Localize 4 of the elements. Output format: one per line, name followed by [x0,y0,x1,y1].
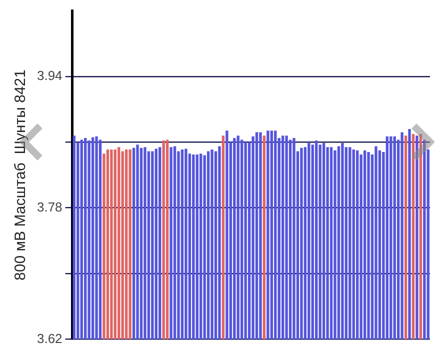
y-axis-title: 800 мВ Масштаб Шунты 8421 [12,70,30,280]
y-tick-label: 3.94 [36,68,62,84]
y-tick-label: 3.62 [36,330,62,346]
y-tick-label: 3.78 [36,199,62,214]
